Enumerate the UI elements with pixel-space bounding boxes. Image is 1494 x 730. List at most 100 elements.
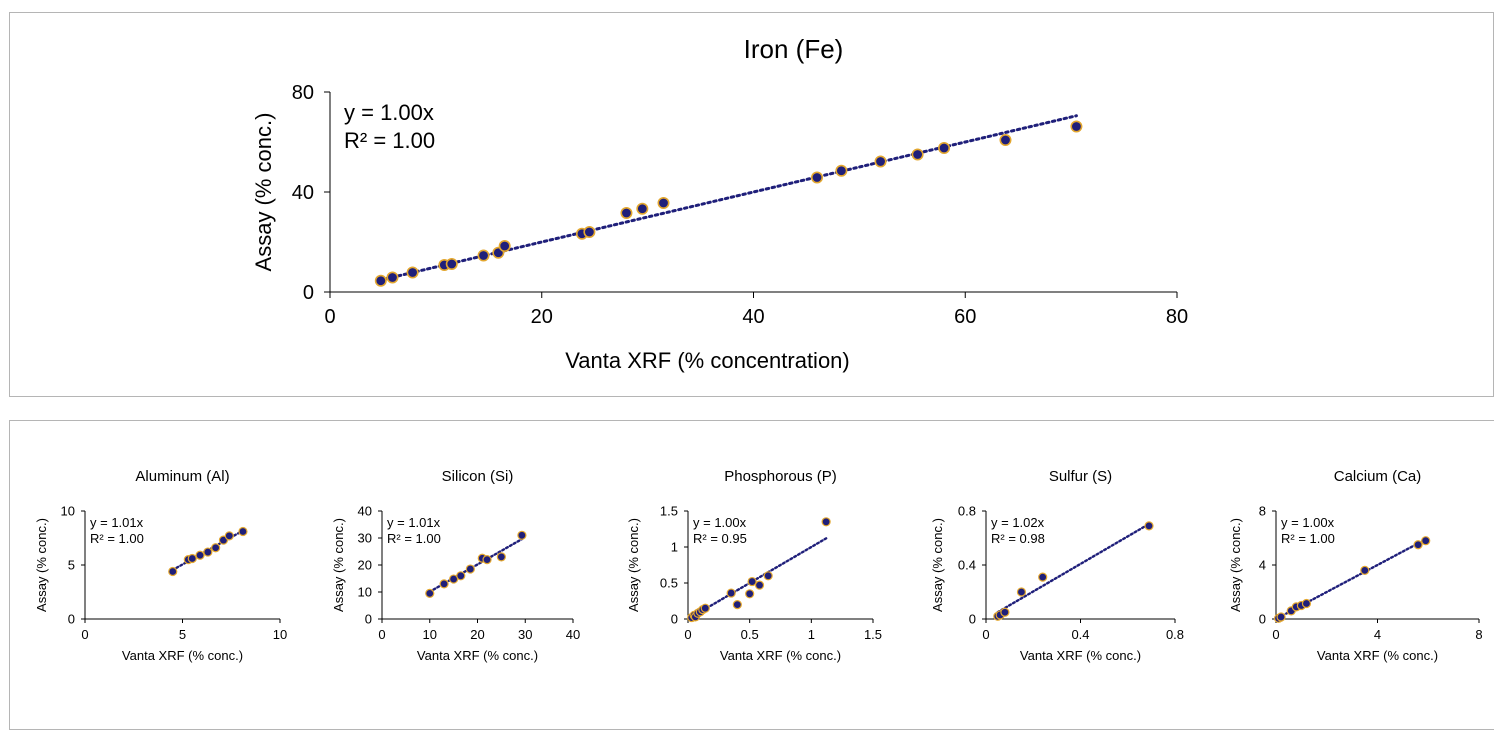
trendline: [996, 522, 1151, 614]
data-point: [406, 266, 419, 279]
data-point: [517, 530, 527, 540]
y-axis-label: Assay (% conc.): [1228, 518, 1243, 612]
y-tick-label: 0.5: [660, 576, 678, 591]
y-tick-label: 0: [969, 612, 976, 627]
chart-title: Calcium (Ca): [1334, 468, 1422, 485]
r-squared-label: R² = 1.00: [1281, 531, 1335, 546]
data-point: [224, 531, 234, 541]
trendline-equation: y = 1.01x: [90, 515, 144, 530]
x-tick-label: 0: [324, 306, 335, 328]
sulfur-chart: Sulfur (S) 0 0.4 0.8 0 0.4 0.8 Vanta XRF (% con…: [930, 468, 1184, 663]
r-squared-label: R² = 1.00: [387, 531, 441, 546]
data-point: [821, 517, 831, 527]
data-point: [386, 271, 399, 284]
data-point: [1301, 598, 1312, 609]
y-tick-label: 0: [1259, 612, 1266, 627]
y-tick-label: 0: [365, 612, 372, 627]
aluminum-chart: Aluminum (Al) 0 5 10 0 5 10 Vanta XRF (% conc.)…: [34, 468, 287, 663]
data-point: [1016, 587, 1027, 597]
x-tick-label: 0: [1272, 627, 1279, 642]
x-tick-label: 1: [808, 627, 815, 642]
x-axis-label: Vanta XRF (% conc.): [1317, 648, 1438, 663]
x-tick-label: 20: [470, 627, 484, 642]
data-point: [496, 552, 506, 562]
y-axis-label: Assay (% conc.): [251, 113, 276, 272]
data-point: [439, 579, 449, 589]
data-point: [700, 603, 710, 613]
data-point: [811, 171, 824, 184]
calcium-chart: Calcium (Ca) 0 4 8 0 4 8 Vanta XRF (% conc.) Ass…: [1228, 468, 1483, 663]
x-tick-label: 0: [684, 627, 691, 642]
data-point: [445, 257, 458, 270]
y-axis-label: Assay (% conc.): [930, 518, 945, 612]
iron-chart-panel: [9, 12, 1494, 397]
x-axis-label: Vanta XRF (% conc.): [720, 648, 841, 663]
data-point: [1144, 521, 1154, 531]
x-tick-label: 1.5: [864, 627, 882, 642]
x-tick-label: 0: [378, 627, 385, 642]
x-tick-label: 0.5: [741, 627, 759, 642]
y-tick-label: 20: [358, 558, 372, 573]
chart-title: Phosphorous (P): [724, 468, 837, 485]
silicon-chart: Silicon (Si) 0 10 20 30 40 0 10 20 30 40 Vanta XRF …: [331, 468, 580, 663]
chart-title: Sulfur (S): [1049, 468, 1112, 485]
trendline-equation: y = 1.00x: [693, 515, 747, 530]
data-point: [754, 580, 765, 590]
y-tick-label: 0: [671, 612, 678, 627]
data-point: [1421, 536, 1431, 546]
data-point: [911, 148, 924, 161]
y-tick-label: 5: [68, 558, 75, 573]
data-point: [745, 589, 755, 599]
data-point: [456, 571, 466, 581]
data-point: [238, 526, 248, 537]
data-point: [482, 554, 492, 565]
r-squared-label: R² = 0.95: [693, 531, 747, 546]
iron-chart: Iron (Fe) 0 20 40 60 80 0 40 80 Vanta XRF (% conc…: [251, 34, 1188, 373]
y-axis-label: Assay (% conc.): [626, 518, 641, 612]
y-tick-label: 0.4: [958, 558, 976, 573]
x-tick-label: 10: [273, 627, 287, 642]
x-tick-label: 5: [179, 627, 186, 642]
data-point: [636, 202, 649, 215]
element-charts-panel: [9, 420, 1494, 730]
y-tick-label: 80: [292, 82, 314, 104]
data-point: [465, 564, 475, 574]
y-tick-label: 4: [1259, 558, 1266, 573]
y-axis-label: Assay (% conc.): [34, 518, 49, 612]
trendline-equation: y = 1.00x: [344, 100, 434, 125]
x-tick-label: 10: [423, 627, 437, 642]
data-point: [1276, 612, 1286, 622]
x-tick-label: 0.8: [1166, 627, 1184, 642]
y-tick-label: 0.8: [958, 504, 976, 519]
x-axis-label: Vanta XRF (% conc.): [1020, 648, 1141, 663]
y-tick-label: 10: [358, 585, 372, 600]
data-point: [657, 197, 670, 210]
x-tick-label: 30: [518, 627, 532, 642]
trendline-equation: y = 1.02x: [991, 515, 1045, 530]
data-point: [477, 249, 490, 262]
data-point: [1038, 572, 1048, 582]
x-tick-label: 0: [81, 627, 88, 642]
data-point: [732, 599, 742, 610]
data-point: [195, 550, 205, 560]
x-tick-label: 60: [954, 306, 976, 328]
data-point: [203, 547, 213, 557]
data-point: [498, 240, 511, 253]
data-point: [168, 566, 178, 577]
r-squared-label: R² = 1.00: [90, 531, 144, 546]
x-tick-label: 8: [1475, 627, 1482, 642]
x-tick-label: 20: [531, 306, 553, 328]
data-point: [999, 134, 1012, 147]
y-tick-label: 1.5: [660, 504, 678, 519]
trendline-equation: y = 1.00x: [1281, 515, 1335, 530]
chart-title: Aluminum (Al): [135, 468, 229, 485]
data-point: [874, 155, 887, 168]
data-point: [835, 164, 848, 177]
y-tick-label: 40: [292, 182, 314, 204]
r-squared-label: R² = 1.00: [344, 128, 435, 153]
chart-title: Iron (Fe): [744, 34, 844, 64]
data-point: [211, 543, 221, 553]
data-point: [583, 226, 596, 239]
data-point: [1413, 540, 1423, 550]
